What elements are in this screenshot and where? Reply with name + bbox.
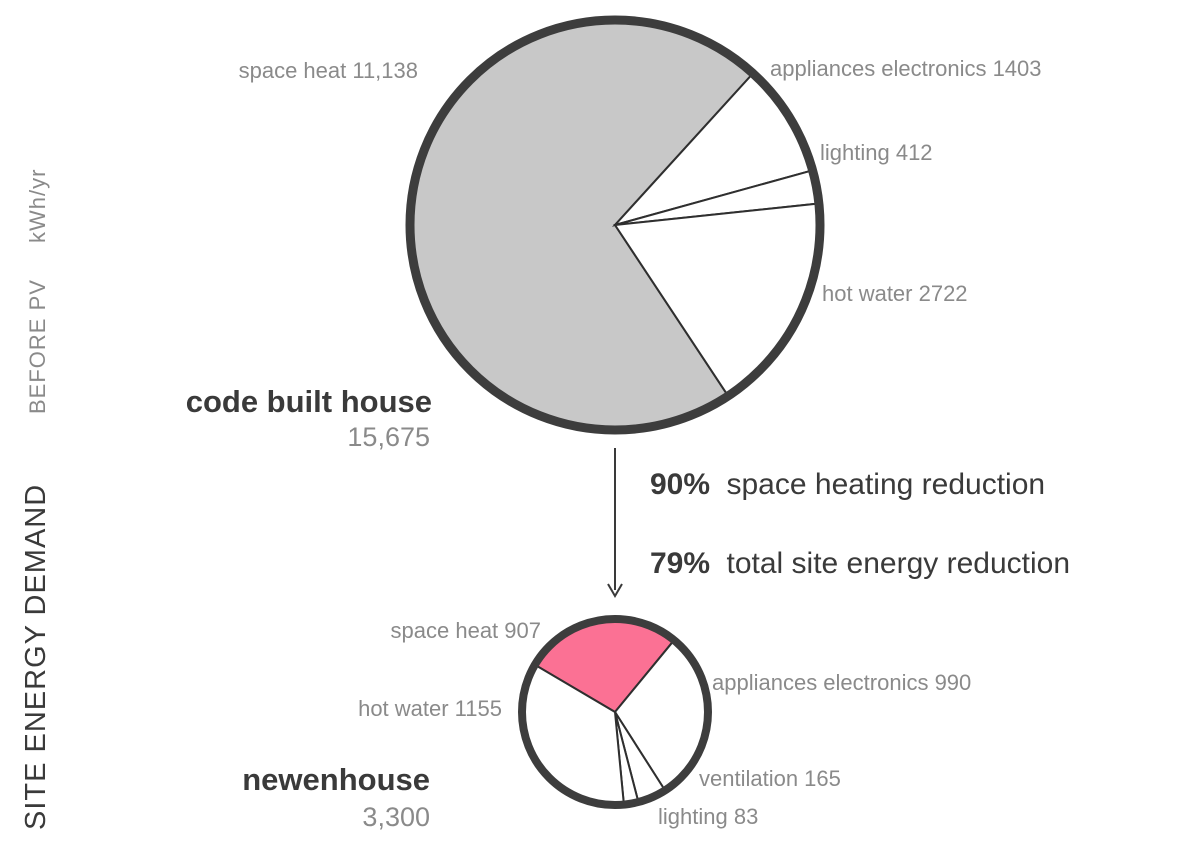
code-built-pie (405, 15, 825, 435)
code-built-name: code built house (186, 384, 432, 419)
small-label-lighting: lighting 83 (658, 804, 758, 829)
newenhouse-total: 3,300 (362, 802, 430, 832)
newenhouse-ring (518, 615, 712, 809)
small-label-hot-water: hot water 1155 (358, 696, 502, 721)
newenhouse-pie (518, 615, 712, 809)
code-built-ring (405, 15, 825, 435)
reduction-total: 79% total site energy reduction (650, 547, 1070, 580)
big-label-hot-water: hot water 2722 (822, 281, 968, 306)
small-label-ventilation: ventilation 165 (699, 766, 841, 791)
reduction-total-pct: 79% (650, 547, 710, 580)
arrow-down-icon (607, 448, 623, 598)
big-label-space-heat: space heat 11,138 (239, 58, 418, 83)
reduction-total-text: total site energy reduction (727, 547, 1071, 580)
side-title: SITE ENERGY DEMAND (20, 484, 52, 830)
reduction-space-heating-text: space heating reduction (727, 468, 1046, 501)
code-built-total: 15,675 (347, 422, 430, 452)
small-label-appliances: appliances electronics 990 (712, 670, 971, 695)
small-label-space-heat: space heat 907 (391, 618, 541, 643)
reduction-space-heating: 90% space heating reduction (650, 468, 1045, 501)
side-unit: kWh/yr (25, 169, 50, 243)
newenhouse-name: newenhouse (242, 762, 430, 797)
side-subtitle: BEFORE PV (25, 279, 50, 414)
reduction-space-heating-pct: 90% (650, 468, 710, 501)
big-label-lighting: lighting 412 (820, 140, 933, 165)
big-label-appliances: appliances electronics 1403 (770, 56, 1042, 81)
